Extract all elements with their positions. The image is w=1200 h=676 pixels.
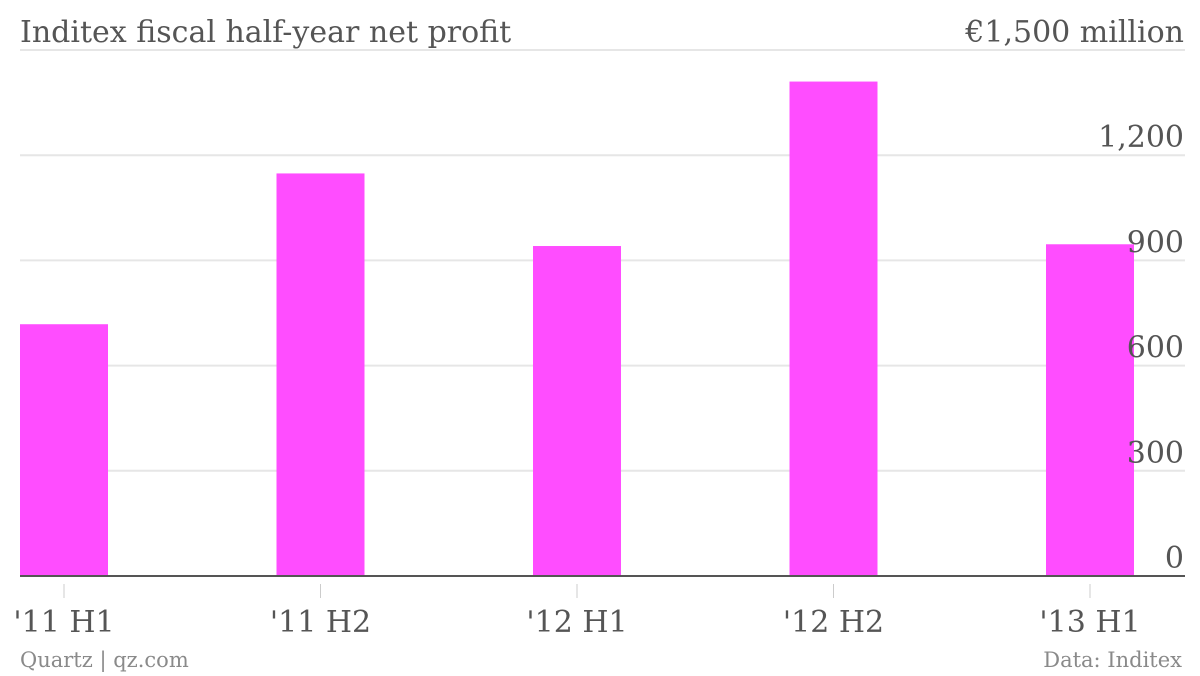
bar (789, 81, 878, 576)
bar (1046, 244, 1134, 576)
x-tick-label: '11 H2 (270, 605, 371, 640)
chart-title: Inditex fiscal half-year net profit (20, 15, 511, 50)
credit-text: Quartz | qz.com (20, 648, 189, 673)
x-tick-label: '12 H2 (783, 605, 884, 640)
bar (276, 173, 365, 576)
y-tick-label: 900 (1127, 225, 1184, 260)
x-tick-label: '13 H1 (1039, 605, 1140, 640)
y-tick-label: 300 (1127, 436, 1184, 471)
x-tick-label: '12 H1 (526, 605, 627, 640)
y-tick-label: 0 (1165, 541, 1184, 576)
x-axis-tick-labels: '11 H1 '11 H2 '12 H1 '12 H2 '13 H1 (13, 584, 1141, 640)
x-tick-label: '11 H1 (13, 605, 114, 640)
y-tick-label: 1,200 (1098, 120, 1184, 155)
y-tick-label: 600 (1127, 331, 1184, 366)
y-axis-unit-label: €1,500 million (964, 15, 1184, 50)
bars (20, 81, 1134, 577)
data-source-text: Data: Inditex (1043, 648, 1182, 672)
y-axis-tick-labels: 0 300 600 900 1,200 (1098, 120, 1184, 576)
bar (533, 246, 621, 577)
bar (20, 324, 108, 576)
